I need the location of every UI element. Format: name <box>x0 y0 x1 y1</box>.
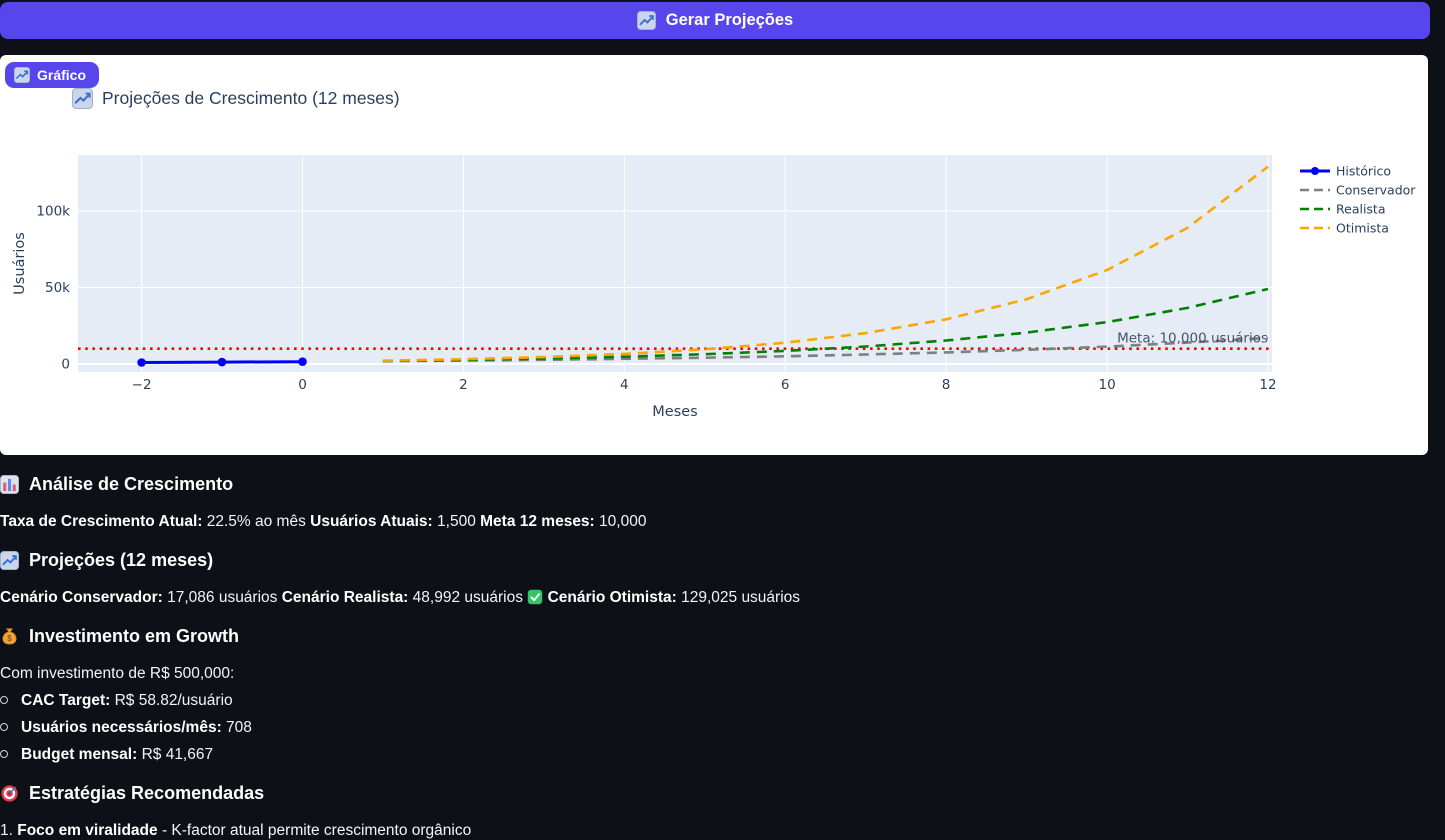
investment-list: CAC Target: R$ 58.82/usuário Usuários ne… <box>0 691 1120 764</box>
grafico-tab-button[interactable]: Gráfico <box>5 62 100 88</box>
series-1-line[interactable] <box>382 336 1269 363</box>
target-icon <box>0 784 19 803</box>
gerar-projecoes-button[interactable]: Gerar Projeções <box>0 2 1430 39</box>
strategies-heading-text: Estratégias Recomendadas <box>29 783 265 803</box>
svg-text:Otimista: Otimista <box>1336 220 1389 235</box>
chart-card: Gráfico Projeções de Crescimento (12 mes… <box>0 55 1428 455</box>
svg-text:−2: −2 <box>132 377 152 393</box>
bar-chart-icon <box>0 474 19 494</box>
bullet-icon <box>0 723 8 731</box>
chart-increasing-icon <box>636 11 656 30</box>
growth-chart[interactable]: Meta: 10,000 usuários −2 0 2 4 6 8 10 12 0 50k 100k… <box>0 55 1428 455</box>
plot-area[interactable] <box>78 155 1272 372</box>
y-axis-label: Usuários <box>12 232 28 295</box>
analysis-stats-line: Taxa de Crescimento Atual: 22.5% ao mês … <box>0 513 647 530</box>
list-item-budget-mensal: Budget mensal: R$ 41,667 <box>0 745 1120 764</box>
svg-text:100k: 100k <box>36 204 70 220</box>
svg-text:0: 0 <box>61 357 70 373</box>
chart-legend: Histórico Conservador Realista Otimista <box>1300 163 1416 235</box>
x-axis-label: Meses <box>652 404 697 420</box>
svg-text:$: $ <box>7 633 12 642</box>
bullet-icon <box>0 696 8 704</box>
analysis-heading: Análise de Crescimento <box>0 473 1120 495</box>
chart-increasing-icon <box>0 550 19 570</box>
svg-text:0: 0 <box>298 377 307 393</box>
svg-text:4: 4 <box>620 377 629 393</box>
svg-text:Conservador: Conservador <box>1336 182 1416 197</box>
chart-title-text: Projeções de Crescimento (12 meses) <box>102 88 400 108</box>
bullet-icon <box>0 750 8 758</box>
investment-heading-text: Investimento em Growth <box>29 626 240 646</box>
grafico-tab-label: Gráfico <box>37 67 87 83</box>
check-icon <box>527 589 543 605</box>
svg-text:50k: 50k <box>45 280 70 296</box>
chart-increasing-icon <box>14 67 30 83</box>
projections-heading-text: Projeções (12 meses) <box>29 550 214 570</box>
series-3-line[interactable] <box>382 165 1269 362</box>
chart-title: Projeções de Crescimento (12 meses) <box>72 88 400 109</box>
report-section: Análise de Crescimento Taxa de Crescimen… <box>0 462 1120 840</box>
strategy-item-1: 1. Foco em viralidade - K-factor atual p… <box>0 822 472 839</box>
gridlines <box>78 155 1272 372</box>
list-item-usuarios-necessarios: Usuários necessários/mês: 708 <box>0 718 1120 737</box>
series-0-markers[interactable] <box>137 357 307 367</box>
x-tick-labels: −2 0 2 4 6 8 10 12 <box>132 377 1277 393</box>
svg-text:10: 10 <box>1099 377 1116 393</box>
legend-item-otimista[interactable]: Otimista <box>1300 220 1389 235</box>
chart-increasing-icon <box>72 88 93 109</box>
investment-intro-line: Com investimento de R$ 500,000: <box>0 665 235 682</box>
legend-item-realista[interactable]: Realista <box>1300 201 1386 216</box>
y-tick-labels: 0 50k 100k <box>36 204 70 373</box>
svg-text:6: 6 <box>781 377 790 393</box>
legend-item-historico[interactable]: Histórico <box>1300 163 1391 178</box>
strategies-heading: Estratégias Recomendadas <box>0 782 1120 804</box>
meta-annotation: Meta: 10,000 usuários <box>1117 331 1268 347</box>
legend-item-conservador[interactable]: Conservador <box>1300 182 1416 197</box>
analysis-heading-text: Análise de Crescimento <box>29 474 234 494</box>
projections-stats-line: Cenário Conservador: 17,086 usuários Cen… <box>0 589 801 606</box>
projections-heading: Projeções (12 meses) <box>0 549 1120 571</box>
investment-heading: $ Investimento em Growth <box>0 625 1120 647</box>
svg-text:8: 8 <box>942 377 951 393</box>
svg-text:12: 12 <box>1259 377 1276 393</box>
money-bag-icon: $ <box>0 627 19 646</box>
gerar-projecoes-label: Gerar Projeções <box>665 11 794 29</box>
series-2-line[interactable] <box>382 287 1269 363</box>
list-item-cac-target: CAC Target: R$ 58.82/usuário <box>0 691 1120 710</box>
svg-text:Realista: Realista <box>1336 201 1386 216</box>
svg-text:Histórico: Histórico <box>1336 163 1391 178</box>
svg-text:2: 2 <box>459 377 468 393</box>
